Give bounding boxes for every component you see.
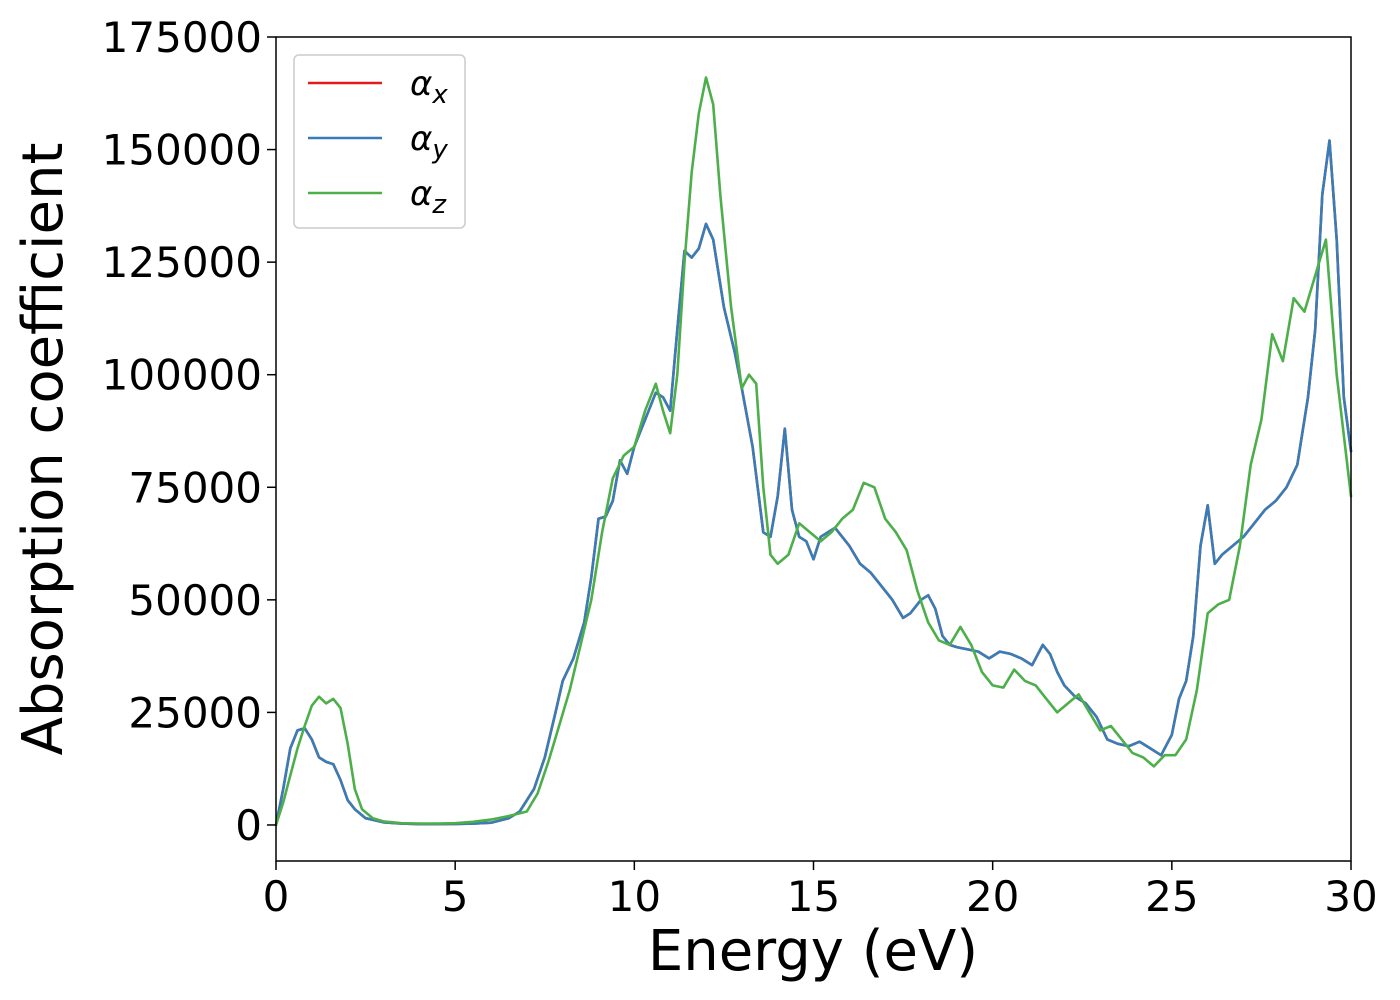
y-axis-label: Absorption coefficient	[11, 143, 76, 756]
x-tick-label: 5	[442, 872, 469, 921]
legend-subscript: z	[431, 190, 447, 220]
y-tick-label: 25000	[128, 688, 262, 737]
y-tick-label: 0	[235, 801, 262, 850]
series-layer	[274, 76, 1353, 827]
x-axis-label: Energy (eV)	[648, 919, 978, 984]
x-tick-label: 0	[263, 872, 290, 921]
legend-box	[293, 54, 466, 229]
legend-subscript: x	[431, 80, 448, 110]
y-tick-label: 175000	[102, 13, 262, 62]
y-tick-label: 75000	[128, 463, 262, 512]
y-tick-label: 125000	[102, 238, 262, 287]
x-tick-label: 15	[787, 872, 840, 921]
x-tick-label: 30	[1324, 872, 1377, 921]
ticks-layer: 0 5 10 15 20 25 30 0 25000 50000 75000 100000 125000…	[102, 13, 1378, 921]
legend-label-x: αx	[410, 64, 448, 110]
y-tick-label: 150000	[102, 126, 262, 175]
legend-symbol: α	[410, 119, 432, 159]
legend-label-y: αy	[410, 119, 448, 165]
x-tick-label: 10	[608, 872, 661, 921]
y-tick-label: 50000	[128, 576, 262, 625]
x-tick-label: 20	[966, 872, 1019, 921]
series-line-y	[274, 139, 1353, 827]
x-tick-label: 25	[1145, 872, 1198, 921]
legend-symbol: α	[410, 64, 432, 104]
legend-symbol: α	[410, 174, 432, 214]
y-tick-label: 100000	[102, 351, 262, 400]
legend-subscript: y	[431, 135, 448, 165]
legend-label-z: αz	[410, 174, 447, 220]
series-line-z	[274, 76, 1353, 827]
